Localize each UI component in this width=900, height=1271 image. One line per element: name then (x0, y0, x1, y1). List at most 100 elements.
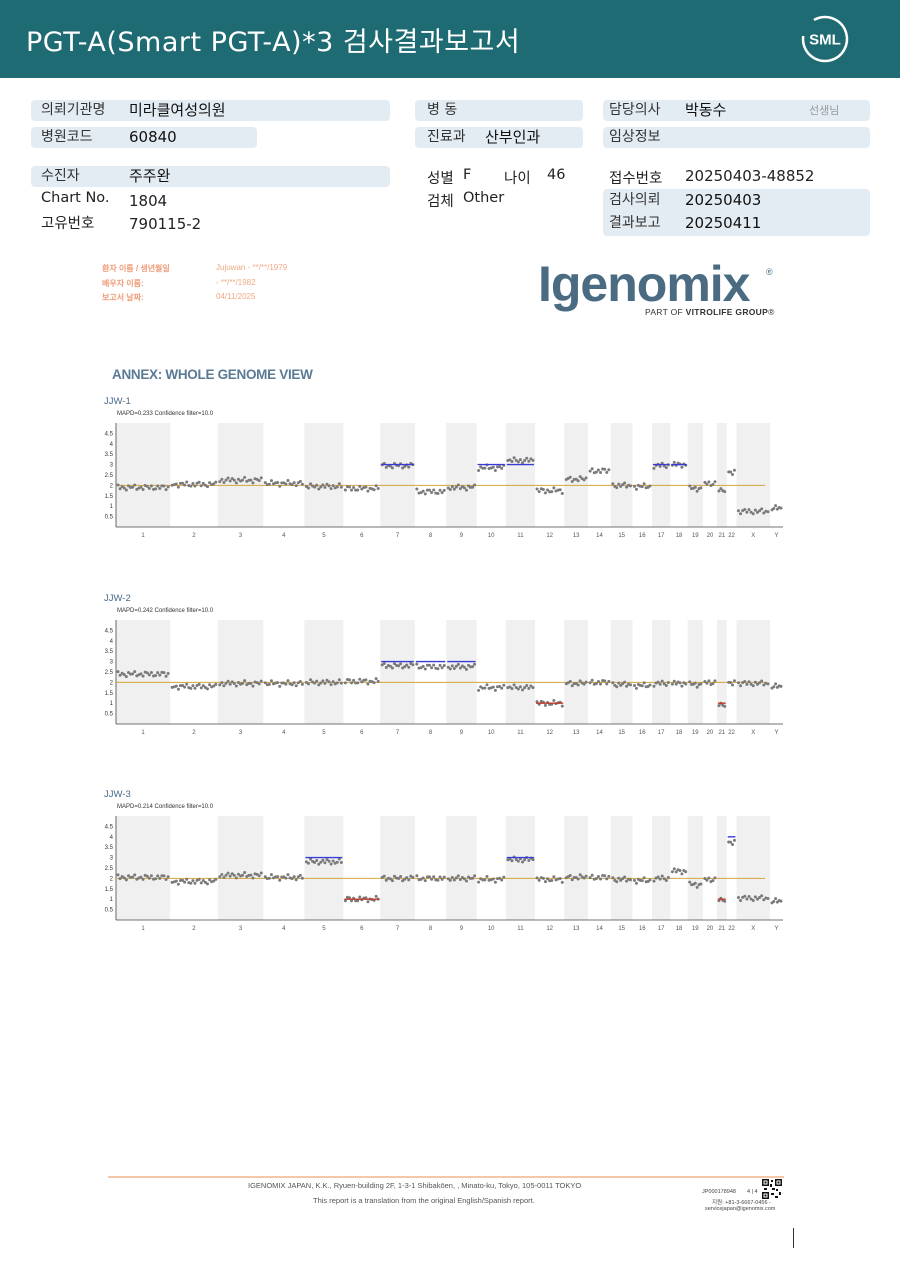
x-tick-label: 20 (707, 730, 714, 736)
data-point (269, 873, 273, 877)
data-point (376, 486, 380, 490)
genome-plot-3: 4.543.532.521.510.51 2 3 4 5 6 7 8 9 10 11 12 13 14 15… (105, 816, 783, 932)
data-point (753, 895, 757, 899)
data-point (267, 482, 271, 486)
data-point (329, 487, 333, 491)
data-point (550, 878, 554, 882)
data-point (122, 673, 126, 677)
data-point (390, 879, 394, 883)
data-point (234, 876, 238, 880)
data-point (493, 688, 497, 692)
data-point (541, 876, 545, 880)
data-point (133, 873, 137, 877)
data-point (672, 867, 676, 871)
data-point (164, 877, 168, 881)
chart-2-title: JJW-2 (104, 593, 131, 604)
x-tick-label: 15 (618, 926, 625, 932)
data-point (615, 685, 619, 689)
x-tick-label: 10 (488, 730, 495, 736)
chart-3-subtitle: MAPD=0.214 Confidence filter=10.0 (117, 804, 214, 810)
data-point (228, 874, 232, 878)
chrom-band (505, 620, 536, 724)
data-point (483, 878, 487, 882)
chrom-band (564, 816, 589, 920)
data-point (191, 481, 195, 485)
data-point (337, 857, 341, 861)
x-tick-label: 1 (141, 730, 145, 736)
data-point (350, 681, 354, 685)
data-point (617, 681, 621, 685)
data-point (514, 685, 518, 689)
data-point (518, 458, 522, 462)
x-tick-label: 15 (618, 533, 625, 539)
data-point (498, 465, 502, 469)
data-point (779, 899, 783, 903)
data-point (218, 875, 222, 879)
data-point (347, 896, 351, 900)
data-point (772, 685, 776, 689)
data-point (491, 685, 495, 689)
data-point (290, 877, 294, 881)
data-point (323, 681, 327, 685)
data-point (384, 878, 388, 882)
data-point (678, 869, 682, 873)
data-point (118, 673, 122, 677)
x-tick-label: 9 (460, 730, 464, 736)
x-tick-label: 2 (192, 730, 196, 736)
data-point (251, 876, 255, 880)
data-point (723, 704, 727, 708)
data-point (249, 681, 253, 685)
data-point (521, 860, 525, 864)
data-point (118, 487, 122, 491)
data-point (527, 686, 531, 690)
data-point (471, 665, 475, 669)
data-point (458, 666, 462, 670)
data-point (294, 684, 298, 688)
data-point (699, 486, 703, 490)
test-request-label: 검사의뢰 (609, 192, 661, 208)
data-point (732, 468, 736, 472)
x-tick-label: Y (774, 533, 778, 539)
data-point (189, 686, 193, 690)
data-point (356, 899, 360, 903)
data-point (189, 484, 193, 488)
data-point (315, 679, 319, 683)
data-point (747, 508, 751, 512)
x-tick-label: 12 (546, 730, 553, 736)
x-tick-label: 22 (728, 926, 735, 932)
data-point (688, 484, 692, 488)
x-tick-label: 3 (239, 533, 243, 539)
x-tick-label: 22 (728, 533, 735, 539)
y-tick-label: 3.5 (105, 452, 114, 458)
data-point (537, 878, 541, 882)
data-point (736, 681, 740, 685)
data-point (430, 666, 434, 670)
data-point (156, 874, 160, 878)
data-point (576, 877, 580, 881)
data-point (550, 490, 554, 494)
data-point (693, 485, 697, 489)
data-point (707, 679, 711, 683)
x-tick-label: 1 (141, 926, 145, 932)
data-point (711, 879, 715, 883)
data-point (263, 481, 267, 485)
data-point (473, 662, 477, 666)
data-point (224, 873, 228, 877)
data-point (582, 682, 586, 686)
data-point (508, 857, 512, 861)
data-point (779, 684, 783, 688)
data-point (306, 861, 310, 865)
data-point (294, 878, 298, 882)
data-point (226, 871, 230, 875)
data-point (116, 670, 120, 674)
data-point (183, 685, 187, 689)
data-point (590, 467, 594, 471)
footer-note: This report is a translation from the or… (313, 1196, 535, 1205)
data-point (642, 876, 646, 880)
data-point (183, 880, 187, 884)
data-point (181, 878, 185, 882)
chrom-band (446, 816, 477, 920)
data-point (464, 488, 468, 492)
data-point (197, 682, 201, 686)
ward-field: 병 동 (415, 100, 583, 121)
